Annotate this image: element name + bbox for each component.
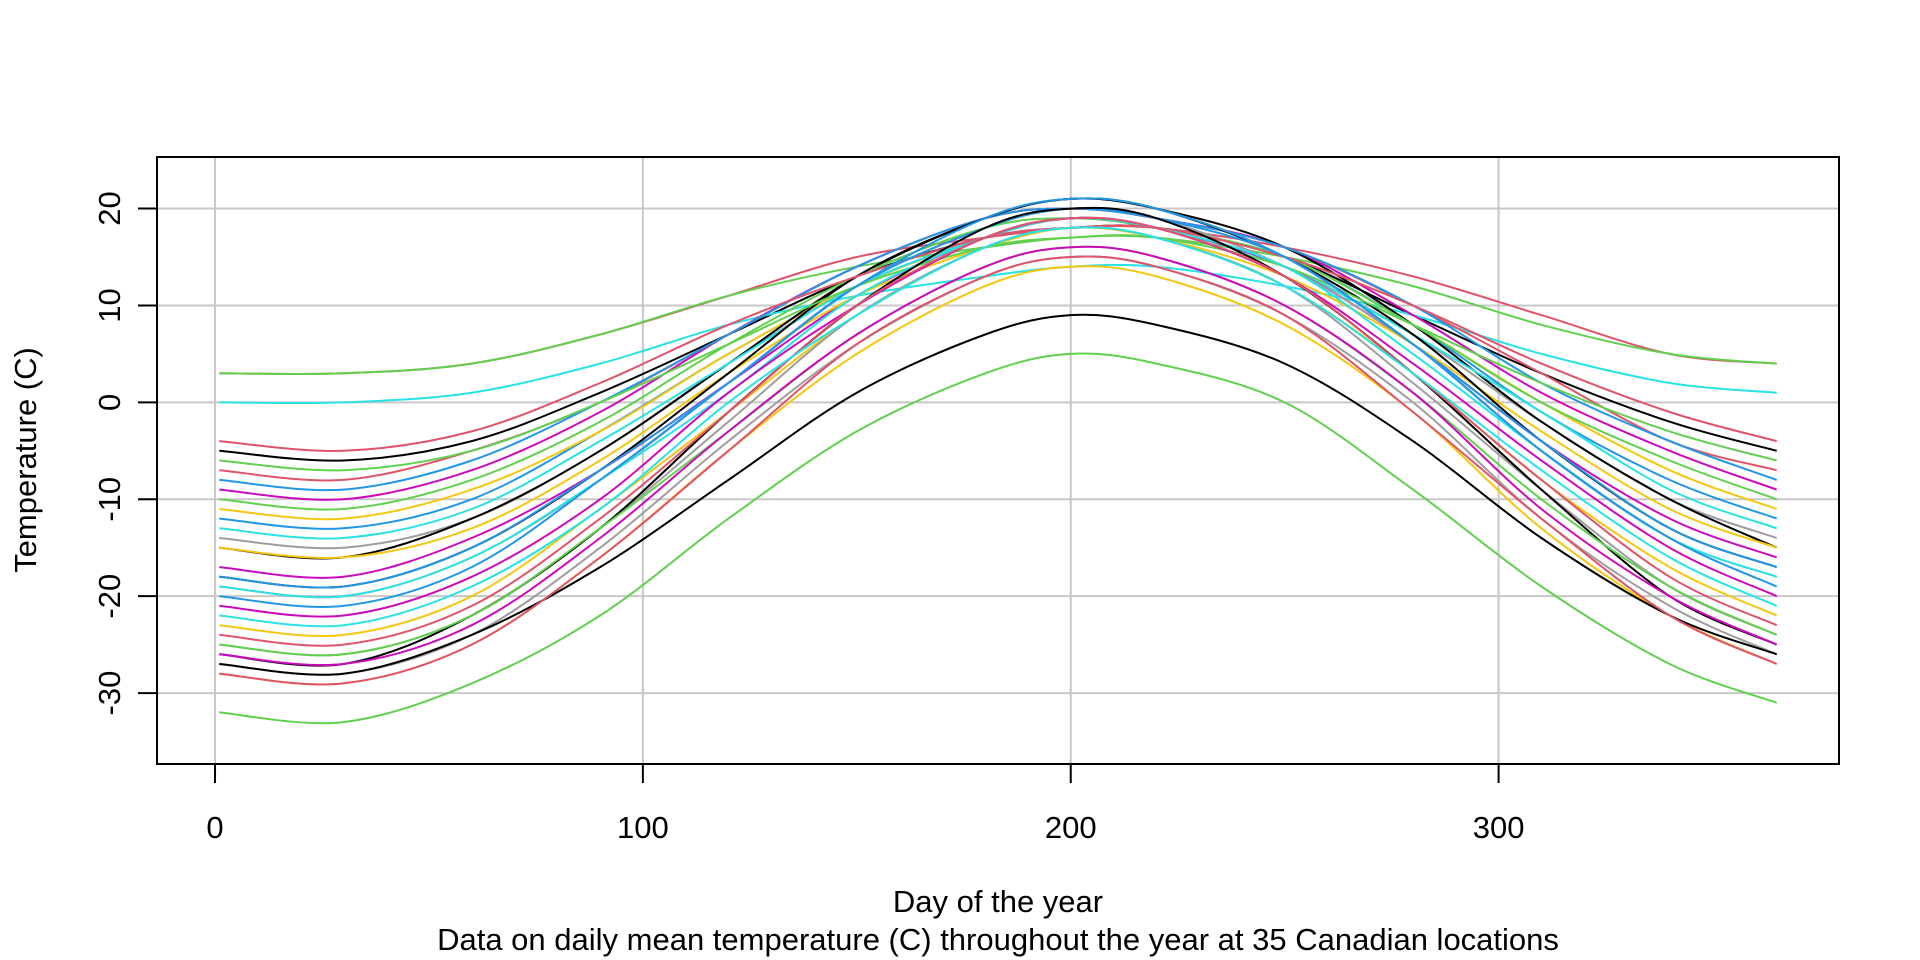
series-lines xyxy=(219,197,1778,725)
chart-subtitle: Data on daily mean temperature (C) throu… xyxy=(437,922,1559,957)
y-tick-label: 20 xyxy=(92,191,127,225)
series-line xyxy=(219,217,1778,511)
series-line xyxy=(219,234,1777,472)
series-line xyxy=(219,255,1778,686)
series-line xyxy=(219,313,1778,676)
series-line xyxy=(219,207,1777,482)
series-line xyxy=(219,224,1777,452)
y-axis: -30 -20 -10 0 10 20 xyxy=(92,191,157,715)
x-axis: 0 100 200 300 xyxy=(206,763,1525,845)
x-tick-label: 0 xyxy=(206,810,223,845)
y-tick-label: 10 xyxy=(92,288,127,322)
series-line xyxy=(219,197,1778,608)
x-tick-label: 200 xyxy=(1045,810,1097,845)
series-line xyxy=(219,216,1778,647)
series-line xyxy=(219,207,1778,589)
series-line xyxy=(219,225,1777,376)
series-line xyxy=(219,245,1778,667)
y-tick-label: -10 xyxy=(92,477,127,522)
series-line xyxy=(219,263,1777,405)
x-tick-label: 100 xyxy=(617,810,669,845)
y-tick-label: -30 xyxy=(92,671,127,716)
series-line xyxy=(219,197,1778,560)
y-axis-title: Temperature (C) xyxy=(8,347,43,573)
series-line xyxy=(219,226,1778,628)
series-line xyxy=(219,207,1778,492)
x-axis-title: Day of the year xyxy=(893,884,1103,919)
series-line xyxy=(219,234,1777,376)
series-line xyxy=(219,224,1777,462)
x-tick-label: 300 xyxy=(1473,810,1525,845)
y-tick-label: 0 xyxy=(92,394,127,411)
y-tick-label: -20 xyxy=(92,574,127,619)
series-line xyxy=(219,226,1778,559)
grid-lines xyxy=(157,157,1839,764)
series-line xyxy=(219,352,1778,725)
